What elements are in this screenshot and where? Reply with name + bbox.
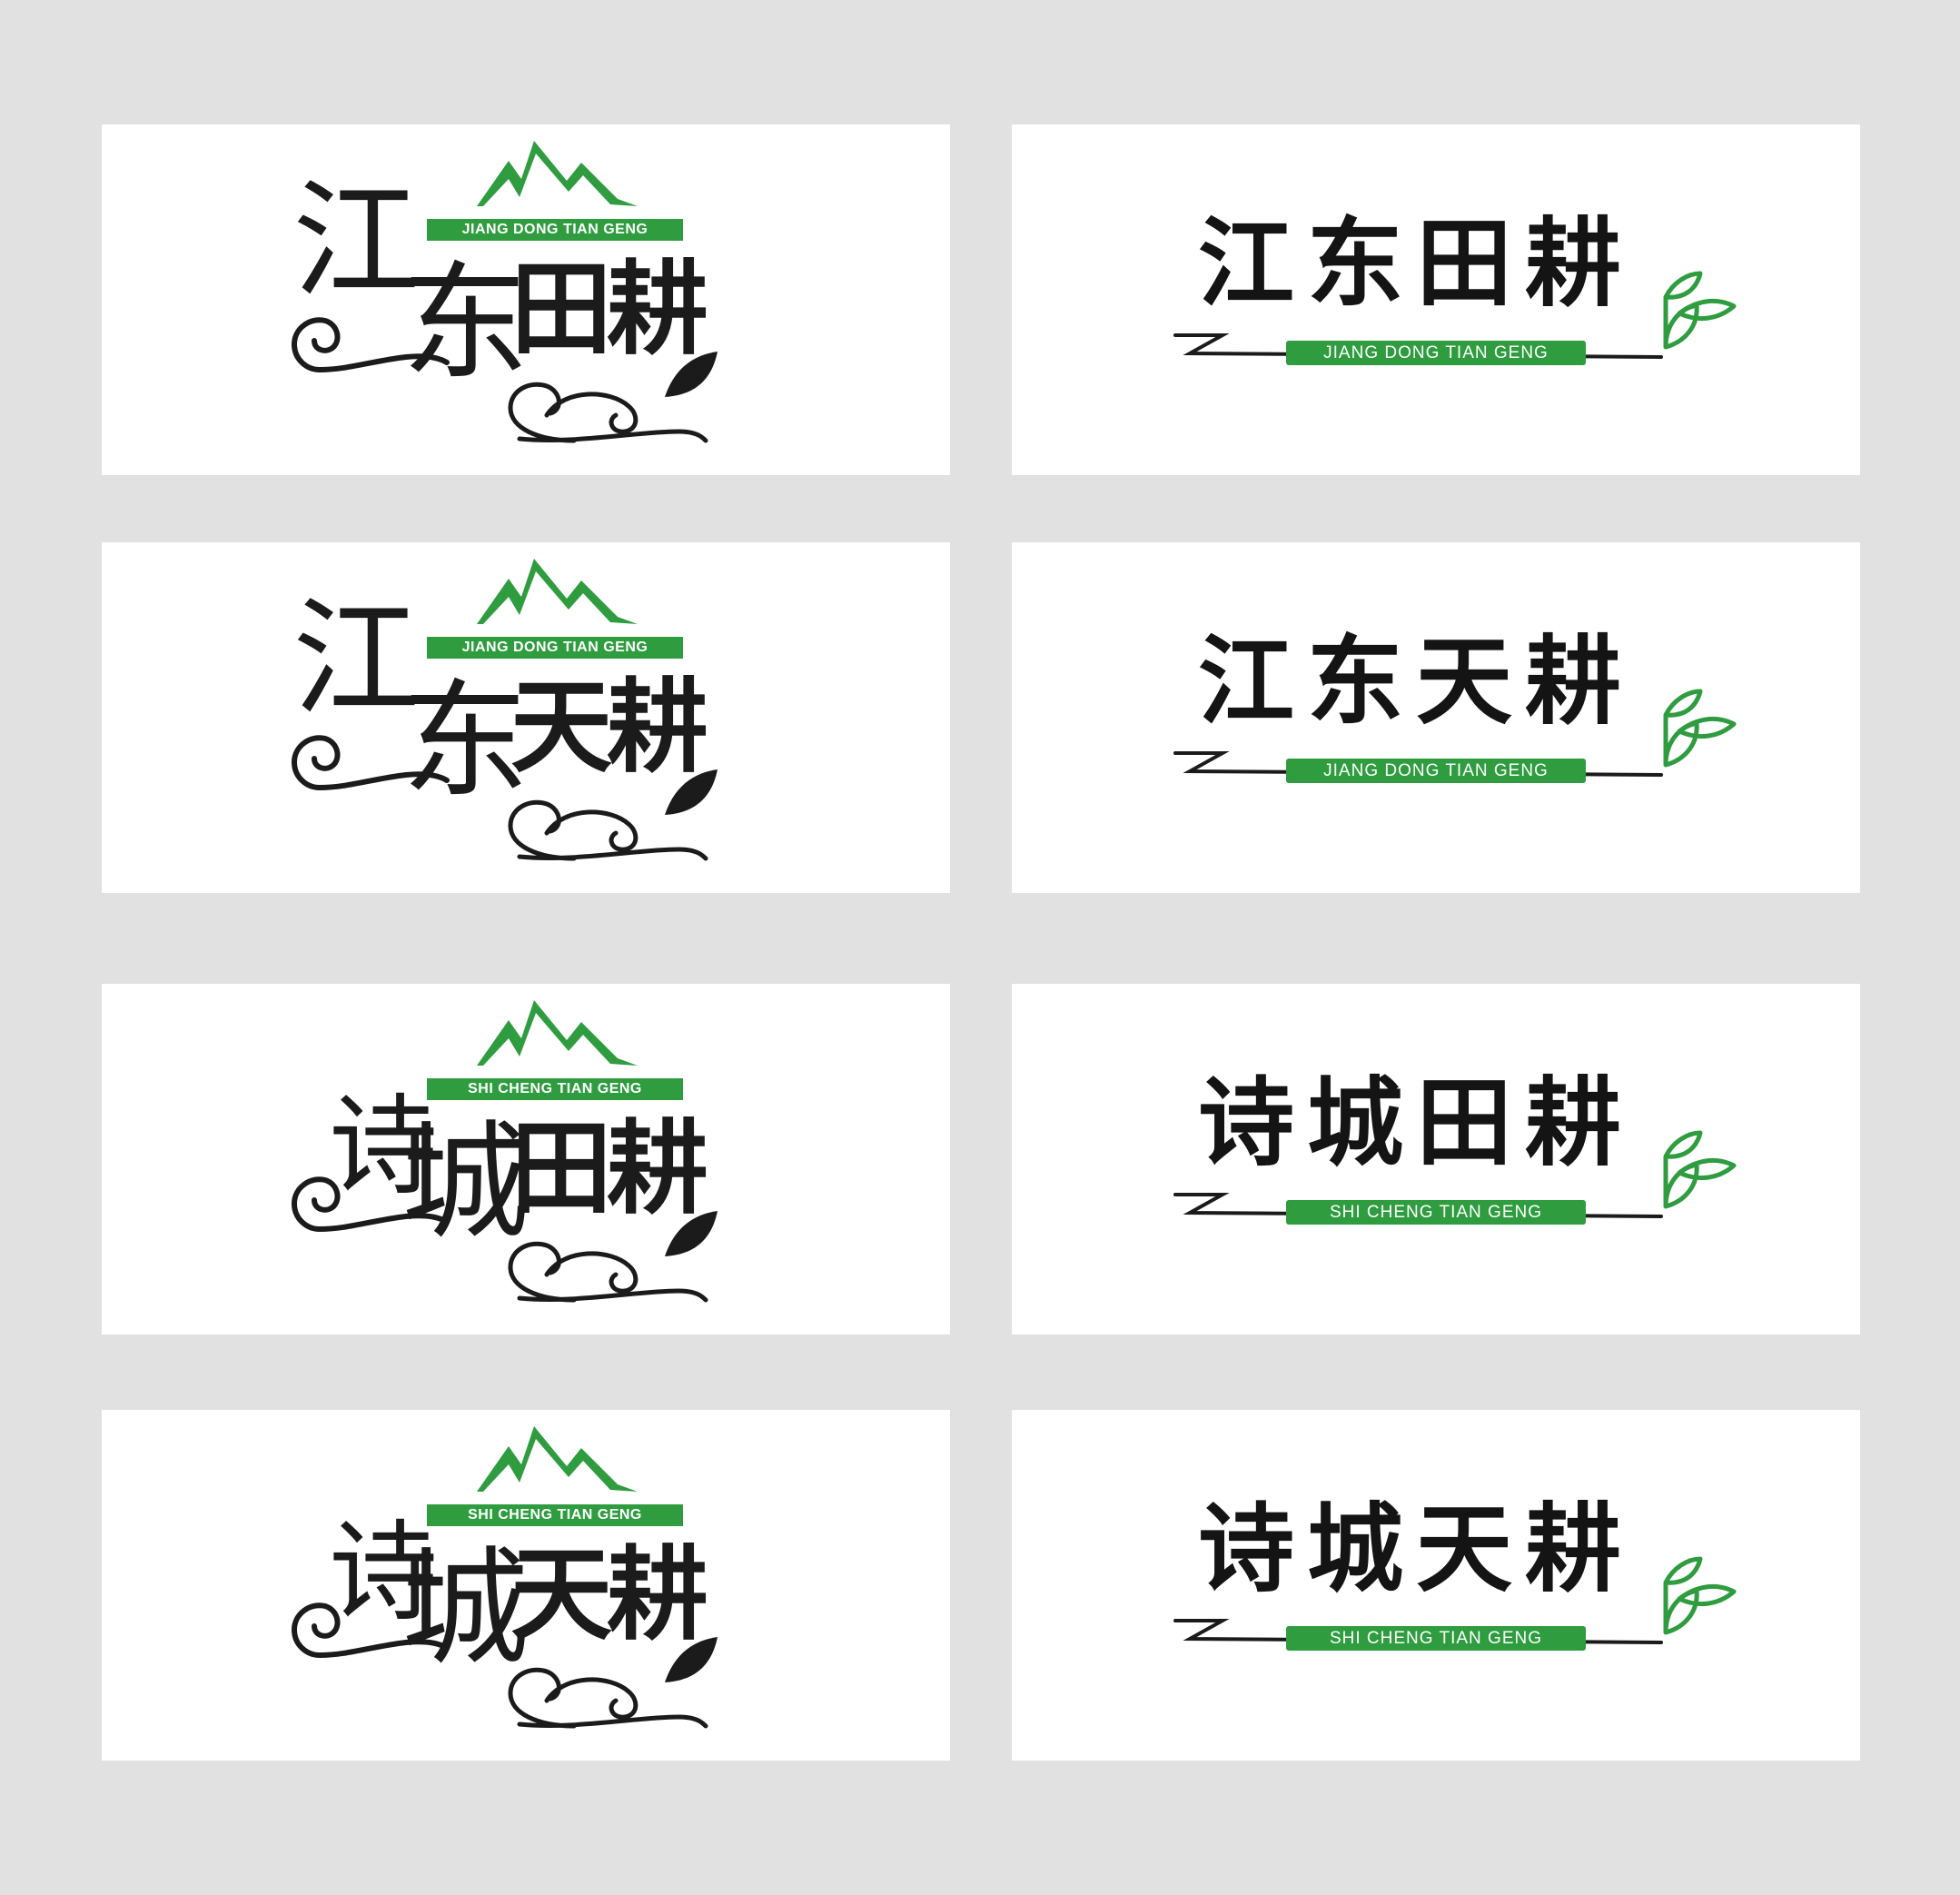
logo-name: 诗城田耕 [1198,1066,1634,1179]
right-swirl [508,382,708,443]
logo-char-1: 江 [292,586,421,734]
pinyin-banner: JIANG DONG TIAN GENG [427,637,683,659]
right-swirl [508,799,708,861]
logo-char-3-4: 天耕 [510,1536,708,1654]
pinyin-banner: SHI CHENG TIAN GENG [1286,1200,1586,1225]
logo-char-2: 东 [401,668,530,816]
logo-card-6: 诗城田耕 SHI CHENG TIAN GENG [1012,984,1860,1334]
logo-card-3: JIANG DONG TIAN GENG 江 东 天耕 [102,542,950,893]
logo-card-1: JIANG DONG TIAN GENG 江 东 田耕 [102,124,950,475]
logo-char-1: 江 [292,168,421,316]
logo-char-2: 东 [401,250,530,398]
mountain-swirl-graphic [291,1426,718,1729]
pinyin-banner: JIANG DONG TIAN GENG [1286,759,1586,783]
right-swirl [508,1241,708,1303]
pinyin-banner: SHI CHENG TIAN GENG [1286,1626,1586,1651]
mountain-icon [477,141,638,206]
pinyin-banner: JIANG DONG TIAN GENG [1286,341,1586,365]
leaf-icon [1663,1556,1737,1635]
logo-char-1: 诗 [329,1084,438,1210]
mountain-icon [477,1426,638,1492]
logo-char-1: 诗 [329,1510,438,1636]
leaf-icon [1663,1130,1737,1209]
logo-char-3-4: 田耕 [510,251,708,369]
left-swirl [291,1176,450,1232]
leaf-icon [665,1211,718,1256]
logo-name: 江东田耕 [1198,206,1634,320]
logo-card-2: 江东田耕 JIANG DONG TIAN GENG [1012,124,1860,475]
leaf-icon [665,1637,718,1682]
pinyin-banner: SHI CHENG TIAN GENG [427,1504,683,1526]
pinyin-banner: SHI CHENG TIAN GENG [427,1078,683,1100]
logo-char-2: 城 [401,1535,530,1683]
mountain-swirl-graphic [291,1000,718,1303]
right-swirl [508,1667,708,1729]
logo-name: 诗城天耕 [1198,1492,1634,1605]
mountain-icon [477,1000,638,1066]
logo-card-4: 江东天耕 JIANG DONG TIAN GENG [1012,542,1860,893]
leaf-icon [1663,271,1737,350]
leaf-icon [665,769,718,815]
leaf-icon [1663,689,1737,768]
mountain-swirl-graphic [291,559,718,861]
logo-char-3-4: 天耕 [510,669,708,787]
left-swirl [291,317,450,372]
leaf-icon [665,352,718,397]
logo-card-7: SHI CHENG TIAN GENG 诗 城 天耕 [102,1410,950,1761]
logo-char-3-4: 田耕 [510,1110,708,1228]
mountain-swirl-graphic [291,141,718,443]
logo-card-8: 诗城天耕 SHI CHENG TIAN GENG [1012,1410,1860,1761]
pinyin-banner: JIANG DONG TIAN GENG [427,219,683,241]
left-swirl [291,1602,450,1658]
left-swirl [291,735,450,790]
logo-card-5: SHI CHENG TIAN GENG 诗 城 田耕 [102,984,950,1334]
mountain-icon [477,559,638,624]
logo-name: 江东天耕 [1198,624,1634,738]
logo-char-2: 城 [401,1109,530,1257]
